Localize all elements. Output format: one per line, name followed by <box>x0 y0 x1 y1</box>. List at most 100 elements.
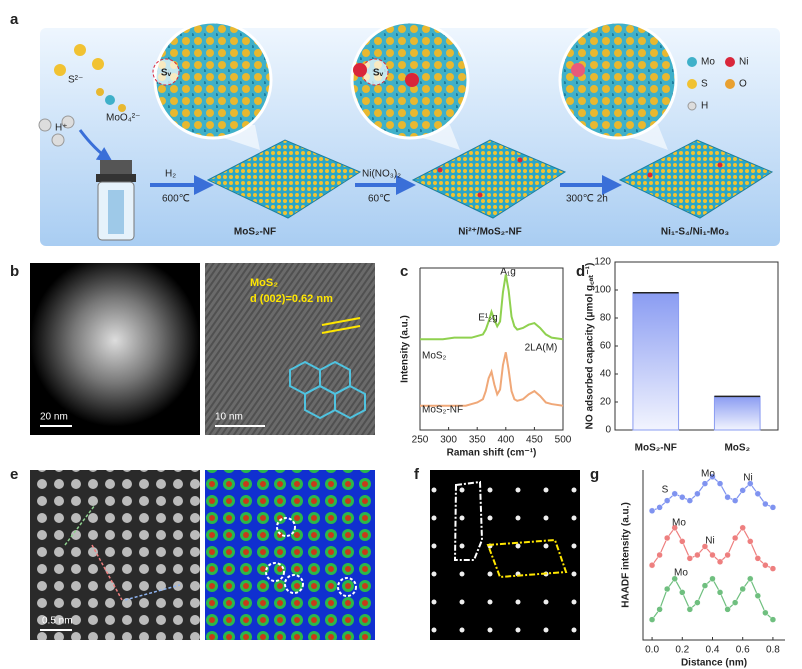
data-point <box>671 490 678 498</box>
data-point <box>686 497 694 504</box>
data-point <box>747 480 754 487</box>
annotation: Mo <box>672 518 686 529</box>
data-point <box>731 497 739 504</box>
y-tick-label: 20 <box>600 397 612 408</box>
bar <box>713 395 761 431</box>
panel-label: g <box>590 466 599 483</box>
data-line <box>651 526 774 570</box>
annotation: A₁g <box>500 267 516 278</box>
x-tick-label: 0.4 <box>706 645 720 656</box>
legend-label: H <box>701 101 708 112</box>
hrtem-image <box>205 263 375 435</box>
product: MoS₂-NF <box>234 227 276 238</box>
y-axis-label: Intensity (a.u.) <box>400 315 411 383</box>
data-point <box>739 524 746 532</box>
product: Ni²⁺/MoS₂-NF <box>458 227 522 238</box>
x-tick-label: 450 <box>526 435 543 446</box>
y-tick-label: 40 <box>600 369 612 380</box>
haadf-image <box>30 470 200 640</box>
data-point <box>754 555 762 562</box>
data-point <box>724 493 731 501</box>
scale-bar-label: 20 nm <box>40 412 68 423</box>
x-tick-label: 0.2 <box>675 645 689 656</box>
y-tick-label: 100 <box>594 285 611 296</box>
x-tick-label: MoS₂ <box>724 443 750 454</box>
data-point <box>769 565 777 572</box>
x-axis-label: Distance (nm) <box>681 658 747 669</box>
nanoflower-sheets <box>206 139 774 219</box>
data-point <box>724 551 731 559</box>
y-tick-label: 0 <box>605 425 611 436</box>
series-label: MoS₂-NF <box>422 405 463 416</box>
ion-label: MoO₄²⁻ <box>106 113 140 124</box>
stem-image <box>30 263 200 435</box>
data-line <box>420 274 564 341</box>
region-outline <box>453 480 484 561</box>
data-point <box>739 487 746 494</box>
data-point <box>701 480 709 487</box>
data-point <box>709 551 716 559</box>
vacancy-label: Sᵥ <box>161 68 172 79</box>
data-point <box>656 504 663 511</box>
x-tick-label: MoS₂-NF <box>635 443 677 454</box>
x-tick-label: 400 <box>497 435 514 446</box>
panel-label: d <box>576 263 585 280</box>
data-line <box>651 577 774 621</box>
data-line <box>420 352 564 407</box>
panel-label: b <box>10 263 19 280</box>
panel-label: c <box>400 263 408 280</box>
series-label: MoS₂ <box>422 351 447 362</box>
data-point <box>648 561 656 569</box>
reagent: Ni(NO₃)₂ <box>362 169 401 180</box>
data-point <box>716 589 724 596</box>
data-point <box>679 493 686 501</box>
annotation: Ni <box>705 536 714 547</box>
y-axis-label: HAADF intensity (a.u.) <box>621 502 632 608</box>
data-point <box>686 555 694 562</box>
x-tick-label: 0.8 <box>766 645 780 656</box>
data-point <box>739 585 746 593</box>
atom-legend <box>687 57 735 111</box>
data-point <box>679 589 686 596</box>
x-tick-label: 500 <box>555 435 572 446</box>
data-point <box>762 500 769 508</box>
simulated-image <box>430 470 580 640</box>
data-point <box>671 524 678 532</box>
data-point <box>754 490 762 498</box>
scale-bar-label: 10 nm <box>215 412 243 423</box>
magnified-structures <box>152 20 678 150</box>
material-label: MoS₂ <box>250 277 278 289</box>
data-point <box>747 575 754 583</box>
bar <box>632 292 680 431</box>
annotation: Ni <box>743 473 752 484</box>
arrow <box>78 129 113 162</box>
y-tick-label: 60 <box>600 341 612 352</box>
data-point <box>663 534 671 542</box>
data-point <box>731 599 739 606</box>
data-point <box>724 606 731 613</box>
data-point <box>762 609 769 617</box>
data-point <box>648 616 656 623</box>
axes <box>642 470 785 641</box>
data-point <box>663 497 671 504</box>
reagent: H₂ <box>165 169 176 180</box>
data-point <box>694 551 701 559</box>
data-point <box>663 585 671 593</box>
data-point <box>648 507 656 515</box>
data-point <box>671 575 678 583</box>
data-point <box>686 606 694 613</box>
legend-label: Mo <box>701 57 715 68</box>
site-circles <box>265 517 357 597</box>
annotation: S <box>662 485 669 496</box>
data-point <box>694 490 701 498</box>
condition: 600℃ <box>162 194 190 205</box>
product: Ni₁-S₄/Ni₁-Mo₃ <box>661 227 730 238</box>
data-point <box>716 558 724 566</box>
data-point <box>701 582 709 589</box>
data-point <box>709 473 716 481</box>
legend-label: O <box>739 79 747 90</box>
data-point <box>679 538 686 545</box>
spacing-label: d (002)=0.62 nm <box>250 293 333 305</box>
x-tick-label: 300 <box>440 435 457 446</box>
data-point <box>754 592 762 600</box>
